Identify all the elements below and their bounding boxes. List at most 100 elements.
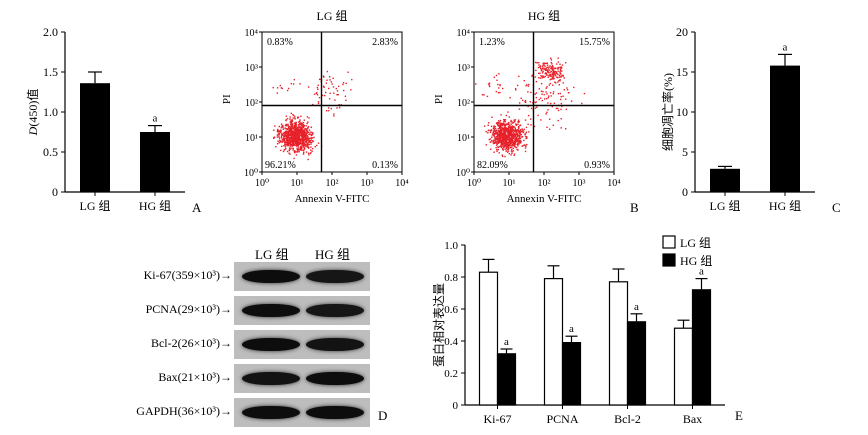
flow-dot: [529, 101, 531, 103]
flow-dot: [275, 146, 277, 148]
flow-dot: [316, 94, 319, 96]
flow-dot: [496, 79, 498, 81]
flow-dot: [502, 135, 504, 137]
flow-dot: [510, 123, 512, 125]
flow-dot: [487, 83, 490, 85]
flow-dot: [527, 105, 529, 108]
flow-dot: [345, 82, 347, 85]
flow-dot: [514, 142, 516, 144]
flow-dot: [510, 136, 512, 138]
flow-dot: [538, 61, 540, 64]
flow-dot: [498, 126, 501, 128]
flow-dot: [536, 106, 538, 108]
flow-dot: [290, 136, 292, 139]
significance-mark: a: [504, 336, 509, 348]
flow-dot: [514, 119, 517, 121]
chart-e: 0 0.2 0.4 0.6 0.8 1.0 蛋白相对表达量 a Ki-67 a PCNA a Bcl-2…: [431, 235, 725, 426]
flow-dot: [540, 82, 543, 85]
flow-dot: [291, 130, 293, 132]
flow-dot: [506, 151, 509, 153]
flow-dot: [566, 87, 568, 89]
significance-mark: a: [783, 41, 788, 53]
flow-dot: [507, 130, 509, 133]
quadrant-label-ll: 82.09%: [477, 160, 508, 171]
y-tick-label: 10²: [457, 98, 470, 109]
flow-dot: [512, 134, 515, 136]
flow-dot: [514, 140, 517, 142]
flow-dot: [512, 126, 514, 128]
flow-dot: [303, 133, 305, 135]
flow-dot: [282, 134, 284, 137]
flow-dot: [303, 146, 305, 149]
x-tick-label: 10⁴: [395, 178, 409, 189]
flow-dot: [284, 146, 287, 148]
blot-band-hg: [306, 372, 364, 385]
flow-dot: [550, 102, 552, 105]
flow-dot: [295, 123, 297, 125]
flow-dot: [546, 73, 548, 75]
flow-dot: [559, 72, 561, 74]
flow-dot: [550, 66, 553, 68]
flow-dot: [502, 122, 505, 125]
flow-dot: [273, 129, 275, 131]
flow-dot: [493, 125, 495, 127]
flow-dot: [540, 119, 542, 121]
flow-dot: [296, 148, 299, 151]
y-tick-label: 1.0: [444, 240, 458, 252]
flow-dot: [496, 129, 498, 131]
flow-dot: [507, 139, 510, 141]
flow-dot: [289, 121, 291, 123]
flow-dot: [538, 77, 540, 79]
blot-header-lg: LG 组: [255, 247, 289, 262]
flow-dot: [296, 141, 299, 144]
flow-dot: [293, 151, 296, 154]
flow-dot: [333, 113, 335, 115]
flow-dot: [519, 133, 522, 135]
flow-dot: [495, 74, 498, 77]
flow-dot: [495, 131, 498, 133]
flow-dot: [292, 130, 294, 133]
flow-dot: [514, 140, 516, 143]
flow-dot: [305, 141, 308, 143]
flow-dot: [554, 73, 557, 75]
flow-dot: [515, 129, 518, 132]
flow-dot: [540, 69, 543, 71]
y-tick-label: 10²: [245, 98, 258, 109]
flow-dot: [285, 123, 287, 126]
flow-dot: [517, 133, 519, 135]
flow-dot: [310, 126, 312, 129]
flow-dot: [547, 69, 549, 71]
flow-dot: [309, 137, 311, 140]
flow-dot: [525, 84, 527, 87]
flow-dot: [540, 67, 542, 70]
flow-dot: [558, 74, 561, 77]
flow-dot: [547, 96, 550, 99]
flow-dot: [282, 139, 285, 142]
flow-dot: [507, 148, 510, 150]
flow-dot: [280, 137, 283, 139]
significance-mark: a: [699, 266, 704, 278]
flow-dot: [293, 124, 296, 127]
flow-dot: [501, 136, 503, 138]
flow-dot: [505, 138, 508, 140]
flow-dot: [500, 132, 503, 134]
flow-dot: [502, 136, 504, 138]
flow-dot: [504, 133, 507, 136]
blot-band-lg: [242, 338, 300, 351]
flow-dot: [304, 143, 307, 146]
flow-dot: [489, 138, 492, 140]
flow-dot: [508, 138, 511, 141]
flow-dot: [294, 130, 296, 132]
flow-dot: [308, 138, 310, 140]
y-tick-label: 5: [682, 145, 688, 159]
flow-dot: [540, 90, 543, 93]
flow-dot: [284, 148, 286, 151]
flow-dot: [495, 144, 498, 146]
flow-dot: [561, 64, 564, 66]
flow-dot: [525, 136, 528, 138]
flow-dot: [503, 134, 506, 136]
flow-dot: [503, 141, 505, 144]
flow-dot: [514, 143, 517, 145]
bar: [543, 277, 564, 406]
flow-dot: [500, 131, 503, 133]
